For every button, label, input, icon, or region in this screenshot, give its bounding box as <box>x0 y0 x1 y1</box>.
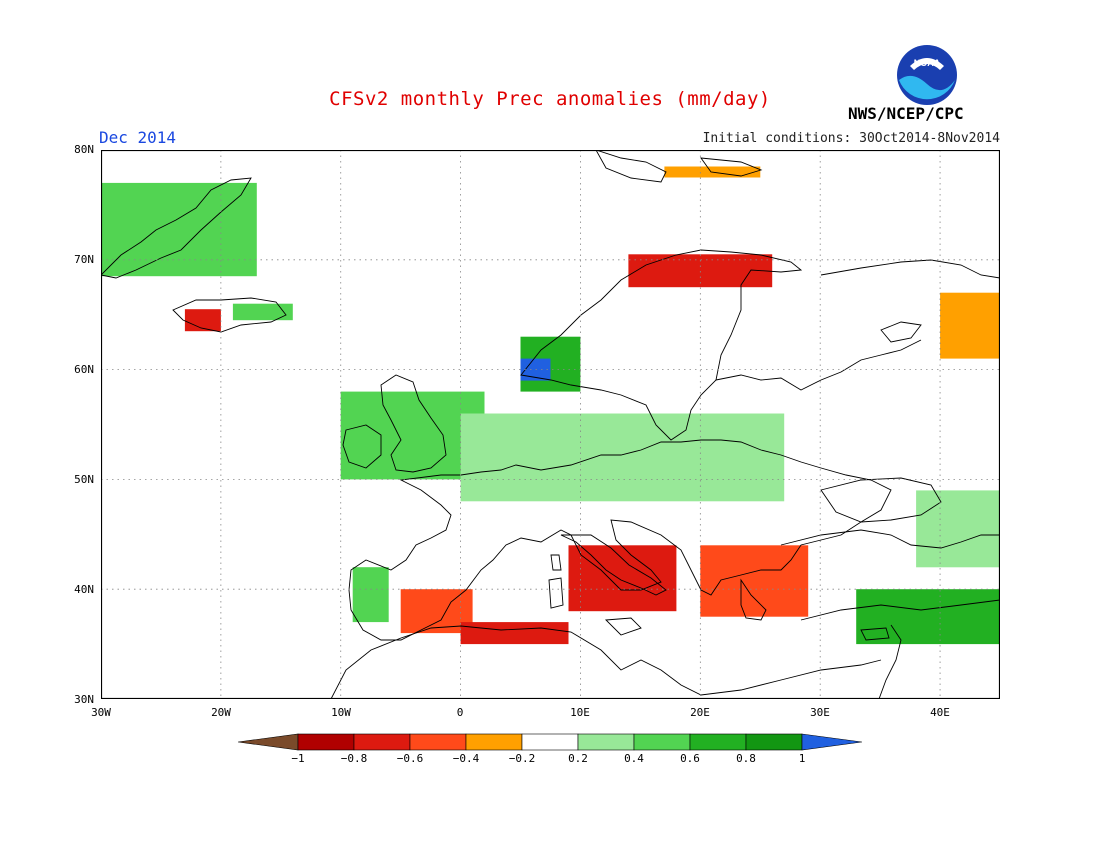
lon-label-30e: 30E <box>810 706 830 719</box>
precip-anomaly-map <box>101 150 1000 699</box>
colorbar-seg-neutral <box>521 733 579 751</box>
colorbar-label-p04: 0.4 <box>624 752 644 765</box>
colorbar-seg-m04-m02 <box>465 733 523 751</box>
colorbar-label-m06: −0.6 <box>396 752 424 765</box>
anomaly-region-1 <box>184 309 221 332</box>
colorbar-seg-m06-m04 <box>409 733 467 751</box>
lon-label-20w: 20W <box>211 706 231 719</box>
colorbar-label-m1: −1 <box>291 752 305 765</box>
colorbar-seg-p04-p06 <box>633 733 691 751</box>
colorbar-label-p02: 0.2 <box>568 752 588 765</box>
colorbar-label-p08: 0.8 <box>736 752 756 765</box>
map-frame <box>101 150 1000 699</box>
anomaly-region-10 <box>568 545 677 612</box>
anomaly-region-9 <box>460 413 785 502</box>
chart-title: CFSv2 monthly Prec anomalies (mm/day) <box>329 88 771 110</box>
anomaly-region-15 <box>856 589 1000 645</box>
anomaly-region-14 <box>460 622 569 645</box>
coastlines <box>101 150 1000 699</box>
lon-label-40e: 40E <box>930 706 950 719</box>
colorbar <box>238 733 862 751</box>
initial-conditions: Initial conditions: 30Oct2014-8Nov2014 <box>702 131 1000 146</box>
noaa-logo: NOAA <box>897 45 957 105</box>
anomaly-region-16 <box>916 490 1000 568</box>
lat-label-80n: 80N <box>74 143 94 156</box>
colorbar-label-p1: 1 <box>798 752 806 765</box>
lat-label-50n: 50N <box>74 473 94 486</box>
colorbar-seg-gt-p1 <box>801 733 862 751</box>
colorbar-seg-lt-m1 <box>238 733 299 751</box>
colorbar-label-p06: 0.6 <box>680 752 700 765</box>
lat-label-60n: 60N <box>74 363 94 376</box>
agency-label: NWS/NCEP/CPC <box>848 104 964 123</box>
colorbar-label-m02: −0.2 <box>508 752 536 765</box>
colorbar-label-m08: −0.8 <box>340 752 368 765</box>
logo-text: NOAA <box>914 58 941 68</box>
colorbar-seg-m08-m06 <box>353 733 411 751</box>
lon-label-30w: 30W <box>91 706 111 719</box>
anomaly-region-0 <box>101 182 257 277</box>
lon-label-10e: 10E <box>570 706 590 719</box>
colorbar-seg-p06-p08 <box>689 733 747 751</box>
lon-label-0: 0 <box>456 706 464 719</box>
anomaly-region-11 <box>700 545 809 617</box>
graticule <box>101 150 1000 699</box>
lat-label-40n: 40N <box>74 583 94 596</box>
anomaly-region-13 <box>352 567 389 623</box>
colorbar-seg-m1-m08 <box>297 733 355 751</box>
lon-label-20e: 20E <box>690 706 710 719</box>
colorbar-label-m04: −0.4 <box>452 752 480 765</box>
lon-label-10w: 10W <box>331 706 351 719</box>
colorbar-seg-p08-p1 <box>745 733 803 751</box>
anomaly-region-7 <box>940 292 1000 359</box>
anomaly-cells <box>101 166 1000 645</box>
forecast-month: Dec 2014 <box>99 128 177 147</box>
lat-label-30n: 30N <box>74 693 94 706</box>
colorbar-seg-p02-p04 <box>577 733 635 751</box>
anomaly-region-2 <box>232 303 293 321</box>
lat-label-70n: 70N <box>74 253 94 266</box>
